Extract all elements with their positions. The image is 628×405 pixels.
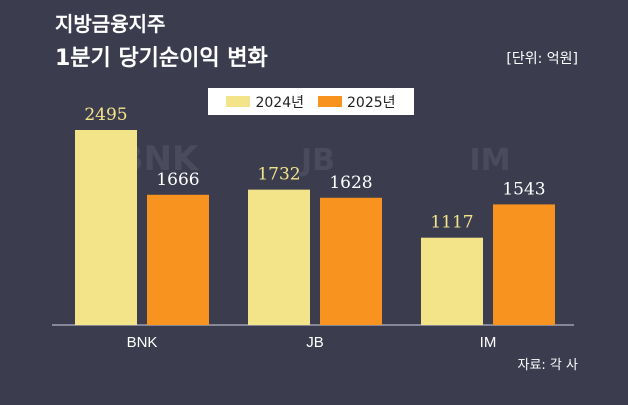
- bar-bnk-2024: [75, 130, 137, 325]
- source-note: 자료: 각 사: [517, 358, 579, 373]
- data-label-bnk-2024: 2495: [84, 105, 127, 125]
- legend-swatch-2024: [226, 96, 251, 107]
- x-tick-label-bnk: BNK: [127, 334, 158, 351]
- data-label-jb-2025: 1628: [329, 173, 372, 193]
- legend-label-2025: 2025년: [347, 94, 396, 111]
- data-label-jb-2024: 1732: [257, 165, 300, 185]
- bar-jb-2024: [248, 189, 310, 325]
- data-label-bnk-2025: 1666: [156, 170, 199, 190]
- legend-item-2025: 2025년: [318, 92, 396, 112]
- legend-swatch-2025: [318, 96, 342, 107]
- chart-title: 1분기 당기순이익 변화: [55, 46, 268, 71]
- legend-label-2024: 2024년: [255, 94, 304, 111]
- data-label-im-2024: 1117: [430, 213, 473, 233]
- watermark-jb: JB: [299, 143, 335, 178]
- x-tick-label-im: IM: [480, 334, 497, 351]
- x-tick-label-jb: JB: [306, 334, 324, 351]
- bar-bnk-2025: [147, 194, 209, 325]
- chart-supertitle: 지방금융지주: [55, 12, 166, 36]
- watermark-im: IM: [469, 143, 510, 178]
- bar-im-2025: [493, 204, 555, 325]
- legend: 2024년 2025년: [208, 88, 414, 115]
- bar-im-2024: [421, 237, 483, 325]
- legend-item-2024: 2024년: [226, 92, 304, 112]
- bar-jb-2025: [320, 197, 382, 325]
- data-label-im-2025: 1543: [502, 179, 545, 199]
- unit-label: [단위: 억원]: [506, 51, 578, 67]
